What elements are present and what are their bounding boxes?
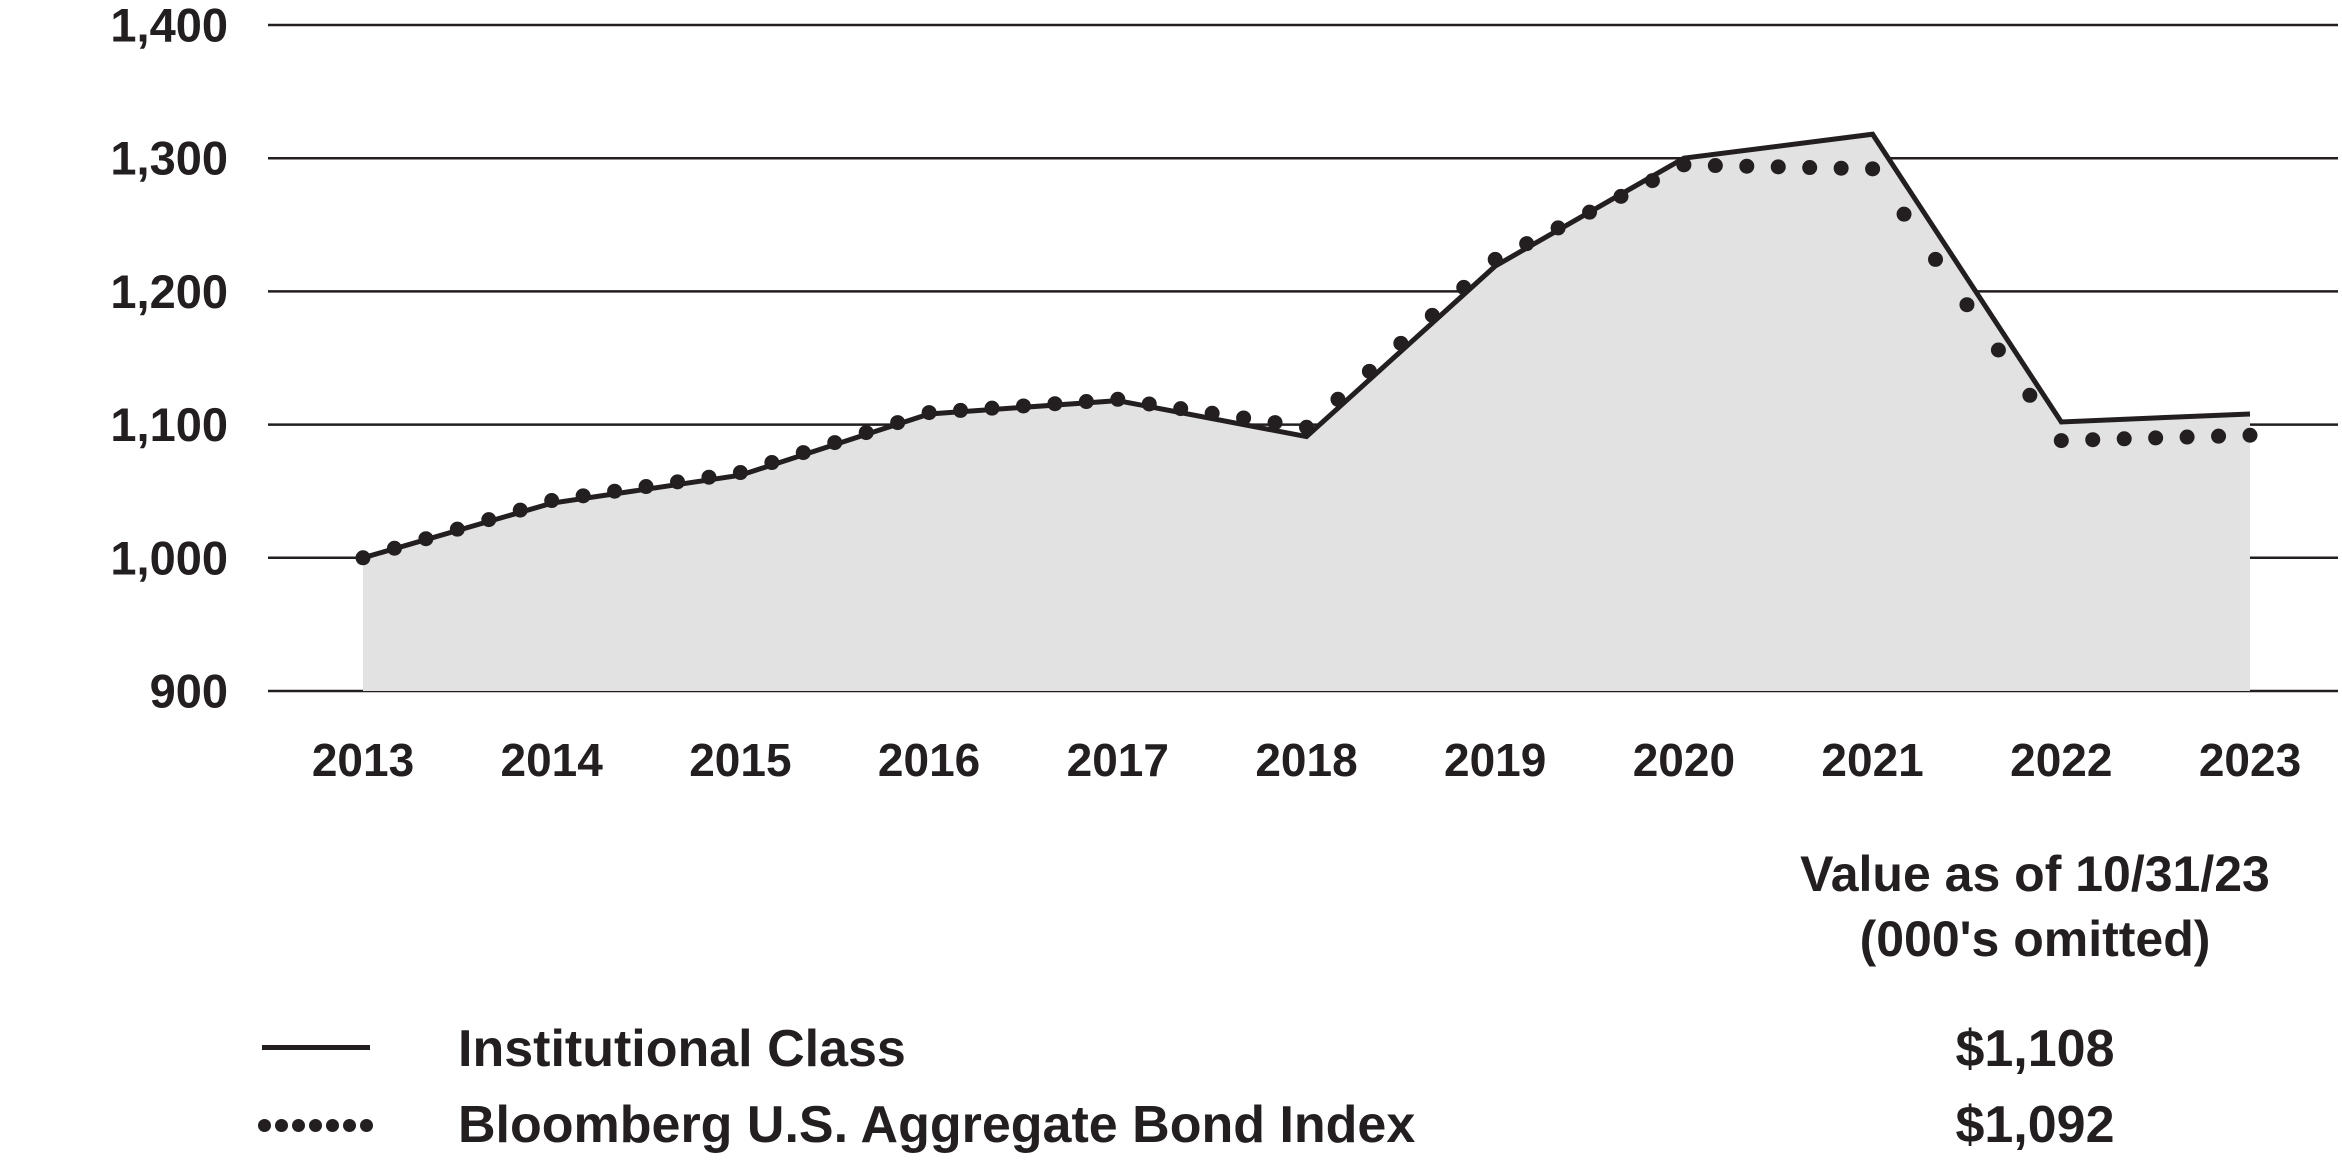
y-axis-tick-label: 1,200 (110, 265, 228, 318)
benchmark-dot (701, 469, 717, 485)
benchmark-dot (1456, 279, 1472, 295)
benchmark-dot (1990, 342, 2006, 358)
benchmark-dot (1173, 401, 1189, 417)
legend-label-institutional-class: Institutional Class (458, 1020, 906, 1078)
benchmark-dot (1015, 398, 1031, 414)
x-axis-year-label: 2020 (1633, 734, 1735, 786)
benchmark-dot (1865, 161, 1881, 177)
x-axis-year-label: 2015 (689, 734, 791, 786)
benchmark-dot (481, 512, 497, 528)
benchmark-dot (607, 483, 623, 499)
y-axis-tick-label: 1,400 (110, 0, 228, 51)
benchmark-dot (1519, 236, 1535, 252)
benchmark-dot (2022, 387, 2038, 403)
value-column-header-line2: (000's omitted) (1859, 911, 2211, 967)
benchmark-dot (890, 415, 906, 431)
benchmark-dot (1613, 188, 1629, 204)
benchmark-dot (764, 455, 780, 471)
dotted-line-swatch (258, 1118, 378, 1132)
benchmark-dot (795, 445, 811, 461)
y-axis-tick-label: 900 (150, 664, 228, 717)
benchmark-dot (1959, 297, 1975, 313)
benchmark-dot (386, 540, 402, 556)
benchmark-dot (827, 435, 843, 451)
benchmark-dot (1330, 391, 1346, 407)
y-axis-tick-label: 1,100 (110, 398, 228, 451)
benchmark-dot (1644, 173, 1660, 189)
benchmark-dot (1110, 391, 1126, 407)
benchmark-dot (1676, 157, 1692, 173)
swatch-dot (275, 1118, 288, 1132)
benchmark-dot (2242, 427, 2258, 443)
benchmark-dot (1802, 160, 1818, 176)
benchmark-dot (1204, 405, 1220, 421)
benchmark-dot (670, 474, 685, 490)
x-axis-year-label: 2016 (878, 734, 980, 786)
benchmark-dot (2053, 433, 2069, 449)
value-column-header-line1: Value as of 10/31/23 (1800, 846, 2270, 902)
benchmark-dot (512, 502, 528, 518)
benchmark-dot (1770, 159, 1786, 175)
y-axis-tick-label: 1,300 (110, 132, 228, 185)
benchmark-dot (449, 521, 465, 537)
swatch-dot (292, 1118, 305, 1132)
benchmark-dot (1267, 415, 1283, 431)
swatch-dot (258, 1118, 271, 1132)
legend-label-bloomberg-index: Bloomberg U.S. Aggregate Bond Index (458, 1096, 1416, 1154)
benchmark-dot (1550, 220, 1566, 236)
benchmark-dot (1393, 335, 1409, 351)
solid-line-swatch (262, 1045, 370, 1050)
area-fill (363, 134, 2250, 691)
benchmark-dot (1299, 419, 1314, 435)
x-axis-year-label: 2013 (312, 734, 414, 786)
benchmark-dot (418, 531, 434, 547)
benchmark-dot (2085, 432, 2101, 448)
benchmark-dot (984, 400, 1000, 416)
benchmark-dot (1236, 410, 1252, 426)
benchmark-dot (2116, 431, 2132, 447)
y-axis-tick-label: 1,000 (110, 531, 228, 584)
x-axis-year-label: 2021 (1821, 734, 1923, 786)
benchmark-dot (732, 465, 748, 481)
x-axis-year-label: 2018 (1255, 734, 1357, 786)
benchmark-dot (858, 425, 874, 441)
benchmark-dot (1928, 251, 1943, 267)
benchmark-dot (2148, 430, 2164, 446)
x-axis-year-label: 2014 (501, 734, 604, 786)
benchmark-dot (1739, 158, 1755, 174)
swatch-dot (360, 1118, 373, 1132)
swatch-dot (343, 1118, 356, 1132)
benchmark-dot (1896, 206, 1912, 222)
benchmark-dot (1833, 160, 1849, 176)
benchmark-dot (1078, 394, 1094, 410)
benchmark-dot (1707, 158, 1723, 174)
benchmark-dot (921, 405, 937, 421)
benchmark-dot (953, 402, 969, 418)
legend-value-institutional-class: $1,108 (1955, 1020, 2115, 1078)
benchmark-dot (2211, 428, 2227, 444)
benchmark-dot (1582, 204, 1598, 220)
benchmark-dot (1424, 307, 1440, 323)
benchmark-dot (2179, 429, 2195, 445)
legend-value-bloomberg-index: $1,092 (1955, 1096, 2115, 1154)
benchmark-dot (1361, 363, 1377, 379)
benchmark-dot (1487, 251, 1503, 267)
x-axis-year-label: 2017 (1067, 734, 1169, 786)
benchmark-dot (638, 479, 654, 495)
benchmark-dot (355, 550, 371, 566)
swatch-dot (309, 1118, 322, 1132)
x-axis-year-label: 2019 (1444, 734, 1546, 786)
benchmark-dot (1047, 396, 1063, 412)
benchmark-dot (575, 488, 591, 504)
x-axis-year-label: 2022 (2010, 734, 2112, 786)
benchmark-dot (1141, 396, 1157, 412)
swatch-dot (326, 1118, 339, 1132)
x-axis-year-label: 2023 (2199, 734, 2301, 786)
benchmark-dot (544, 493, 560, 509)
